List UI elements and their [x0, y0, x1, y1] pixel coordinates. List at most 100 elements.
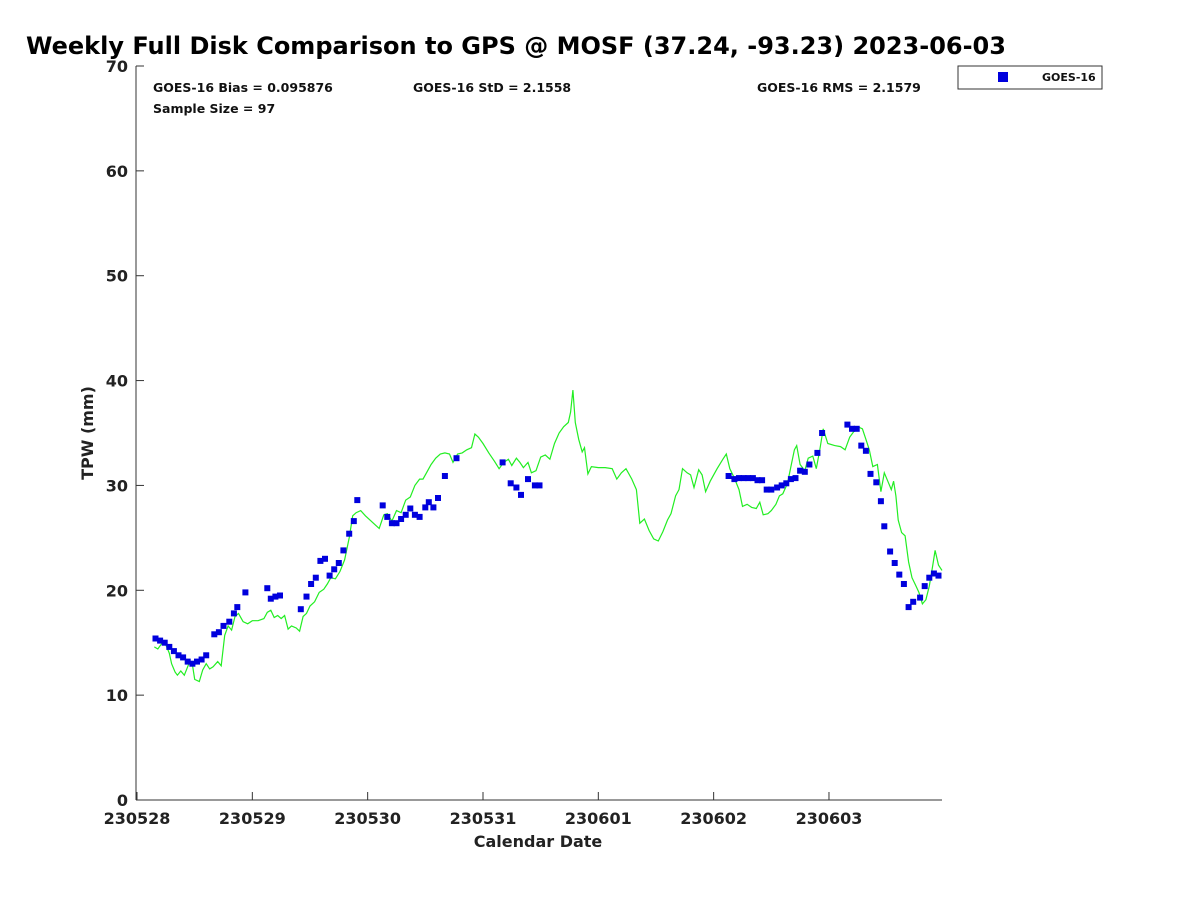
goes16-point — [331, 566, 338, 573]
goes16-point — [926, 574, 933, 581]
goes16-point — [507, 480, 514, 487]
plot-background — [136, 66, 942, 800]
x-tick-label: 230601 — [565, 809, 632, 828]
x-tick-label: 230603 — [796, 809, 863, 828]
x-tick-label: 230530 — [334, 809, 401, 828]
goes16-point — [180, 654, 187, 661]
y-axis-label: TPW (mm) — [78, 386, 97, 480]
goes16-point — [322, 555, 328, 562]
gps-series — [153, 389, 943, 683]
goes16-point — [910, 598, 917, 605]
goes16-point — [393, 520, 400, 527]
y-tick-label: 60 — [106, 162, 128, 181]
goes16-point — [430, 504, 437, 511]
goes16-point — [416, 513, 423, 520]
goes16-point — [792, 475, 799, 482]
goes16-point — [161, 639, 168, 646]
goes16-point — [346, 530, 353, 537]
goes16-point — [203, 652, 210, 659]
x-tick-label: 230529 — [219, 809, 286, 828]
goes16-point — [335, 560, 342, 566]
goes16-point — [297, 606, 304, 613]
chart-title: Weekly Full Disk Comparison to GPS @ MOS… — [26, 32, 1006, 60]
goes16-point — [930, 570, 937, 577]
y-ticks: 0 10 20 30 40 50 60 70 — [106, 57, 144, 810]
goes16-point — [157, 637, 164, 644]
goes16-point — [887, 548, 894, 555]
goes16-point — [749, 475, 756, 482]
goes16-point — [759, 477, 766, 484]
y-tick-label: 20 — [106, 581, 128, 600]
goes16-point — [350, 518, 357, 525]
goes16-point — [230, 610, 237, 617]
goes16-point — [211, 631, 218, 638]
rms-stat: GOES-16 RMS = 2.1579 — [757, 80, 921, 95]
y-tick-label: 30 — [106, 476, 128, 495]
plot-area — [136, 66, 942, 800]
goes16-point — [340, 547, 347, 554]
x-tick-label: 230602 — [680, 809, 747, 828]
goes16-point — [354, 497, 361, 504]
goes16-point — [317, 557, 324, 564]
goes16-point — [184, 658, 191, 665]
goes16-point — [175, 652, 182, 659]
goes16-point — [308, 581, 315, 587]
x-ticks: 230528 230529 230530 230531 230601 230602 2306… — [104, 792, 863, 828]
goes16-point — [407, 505, 414, 512]
y-tick-label: 40 — [106, 372, 128, 391]
goes16-point — [853, 425, 860, 432]
goes16-point — [166, 643, 173, 650]
goes16-point — [312, 574, 319, 581]
goes16-point — [844, 421, 851, 428]
goes16-point — [806, 461, 813, 468]
goes16-point — [379, 502, 386, 509]
y-tick-label: 50 — [106, 267, 128, 286]
goes16-point — [787, 476, 794, 483]
x-tick-label: 230531 — [450, 809, 517, 828]
goes16-point — [778, 482, 785, 489]
y-tick-label: 70 — [106, 57, 128, 76]
goes16-point — [425, 499, 432, 506]
goes16-point — [935, 572, 942, 579]
goes16-point — [862, 447, 869, 454]
legend-label-goes16: GOES-16 — [1042, 71, 1096, 84]
goes16-point — [388, 520, 395, 527]
goes16-point — [768, 486, 775, 493]
goes16-point — [754, 477, 761, 484]
legend-box — [957, 65, 1103, 90]
goes16-point — [881, 523, 888, 530]
goes16-series — [152, 421, 942, 667]
goes16-point — [264, 585, 271, 592]
goes16-point — [303, 593, 310, 600]
goes16-point — [783, 480, 790, 487]
goes16-point — [398, 516, 405, 522]
goes16-point — [867, 470, 874, 477]
goes16-point — [499, 459, 506, 466]
goes16-point — [234, 604, 241, 611]
goes16-point — [422, 504, 429, 511]
goes16-point — [435, 495, 441, 501]
goes16-point — [277, 592, 283, 599]
y-tick-label: 0 — [117, 791, 128, 810]
goes16-point — [453, 455, 460, 462]
goes16-point — [531, 482, 538, 489]
goes16-point — [917, 594, 924, 601]
goes16-point — [801, 468, 808, 475]
goes16-point — [189, 660, 196, 667]
goes16-point — [242, 589, 249, 596]
goes16-point — [198, 656, 205, 663]
goes16-point — [745, 475, 752, 482]
goes16-point — [905, 604, 912, 611]
goes16-point — [326, 572, 333, 579]
gps-line — [153, 389, 943, 683]
goes16-point — [170, 648, 177, 655]
goes16-point — [725, 473, 732, 479]
goes16-point — [272, 593, 279, 600]
goes16-point — [267, 595, 274, 602]
goes16-point — [900, 581, 907, 587]
goes16-point — [774, 484, 781, 491]
goes16-point — [736, 475, 742, 482]
goes16-point — [740, 475, 747, 482]
goes16-point — [819, 430, 826, 436]
